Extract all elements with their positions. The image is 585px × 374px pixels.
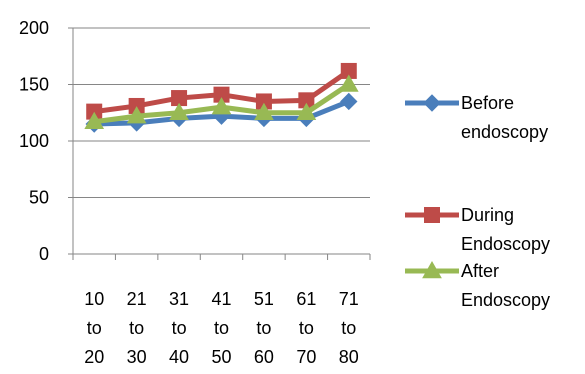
x-tick-label: 10 to 20 <box>84 289 104 367</box>
x-tick-label: 51 to 60 <box>254 289 274 367</box>
gridlines <box>73 27 370 198</box>
data-point <box>296 102 317 120</box>
series-3 <box>84 74 359 130</box>
legend-item-3: After Endoscopy <box>405 260 550 310</box>
data-point <box>211 97 232 115</box>
legend-marker <box>424 207 440 223</box>
data-point <box>254 102 274 120</box>
y-tick-label: 0 <box>39 244 49 264</box>
legend-label: Before endoscopy <box>461 93 548 142</box>
data-point <box>84 111 105 130</box>
data-point <box>169 102 189 120</box>
y-tick-label: 200 <box>19 18 49 38</box>
legend-item-2: During Endoscopy <box>405 205 550 254</box>
data-point <box>126 106 147 124</box>
y-tick-label: 100 <box>19 131 49 151</box>
legend-label: During Endoscopy <box>461 205 550 254</box>
y-tick-label: 50 <box>29 188 49 208</box>
legend: Before endoscopy During Endoscopy After Endos… <box>405 93 550 310</box>
data-point <box>338 74 359 92</box>
axis-labels: 0 50 100 150 200 10 to 20 21 to 30 31 to 40 41 to 50 51 to… <box>19 18 359 367</box>
series-lines <box>84 62 359 133</box>
axes <box>68 27 371 260</box>
x-tick-label: 31 to 40 <box>169 289 189 367</box>
legend-item-1: Before endoscopy <box>405 93 548 142</box>
x-tick-label: 21 to 30 <box>127 289 147 367</box>
x-tick-label: 41 to 50 <box>211 289 231 367</box>
x-tick-label: 71 to 80 <box>339 289 359 367</box>
data-point <box>340 92 358 111</box>
legend-marker <box>423 94 441 112</box>
y-tick-label: 150 <box>19 75 49 95</box>
legend-marker <box>422 260 442 279</box>
x-tick-label: 61 to 70 <box>296 289 316 367</box>
legend-label: After Endoscopy <box>461 261 550 310</box>
